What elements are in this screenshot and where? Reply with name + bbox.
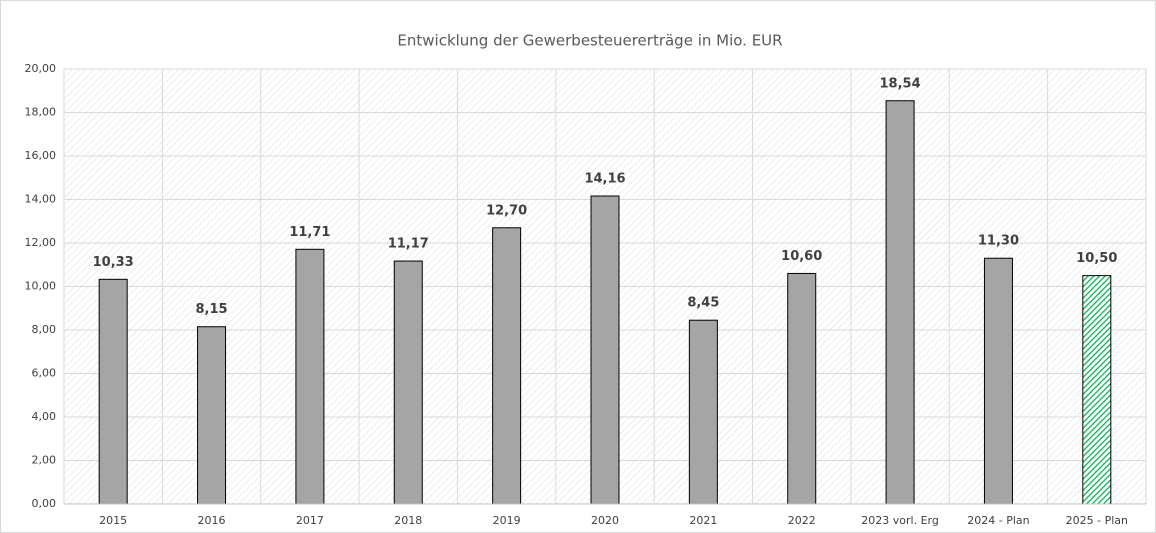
bar (393, 260, 423, 505)
bar (492, 227, 522, 505)
y-tick-label: 8,00 (32, 323, 57, 336)
y-tick-label: 2,00 (32, 454, 57, 467)
x-tick-label: 2015 (99, 514, 127, 527)
x-tick-label: 2019 (493, 514, 521, 527)
x-tick-label: 2020 (591, 514, 619, 527)
data-label: 12,70 (486, 203, 527, 218)
y-tick-label: 12,00 (25, 236, 57, 249)
bar (197, 326, 227, 505)
y-tick-label: 0,00 (32, 497, 57, 510)
x-tick-label: 2017 (296, 514, 324, 527)
bar (295, 248, 325, 505)
x-tick-label: 2016 (198, 514, 226, 527)
bar (1082, 275, 1112, 505)
y-tick-label: 16,00 (25, 149, 57, 162)
bar (688, 319, 718, 505)
bar (885, 100, 915, 505)
y-tick-label: 10,00 (25, 280, 57, 293)
y-tick-label: 6,00 (32, 367, 57, 380)
bar (983, 257, 1013, 505)
data-label: 11,30 (978, 234, 1019, 249)
x-tick-label: 2018 (394, 514, 422, 527)
data-label: 8,15 (196, 302, 228, 317)
data-label: 11,71 (289, 225, 330, 240)
x-tick-label: 2023 vorl. Erg (861, 514, 939, 527)
bar (590, 195, 620, 505)
y-tick-label: 18,00 (25, 106, 57, 119)
bar (98, 278, 128, 505)
data-label: 14,16 (584, 172, 625, 187)
data-label: 10,33 (93, 255, 134, 270)
chart-title: Entwicklung der Gewerbesteuererträge in … (397, 32, 782, 50)
data-label: 8,45 (687, 296, 719, 311)
data-label: 10,50 (1076, 251, 1117, 266)
x-tick-label: 2022 (788, 514, 816, 527)
x-tick-label: 2024 - Plan (967, 514, 1029, 527)
data-label: 18,54 (880, 76, 921, 91)
y-tick-label: 4,00 (32, 410, 57, 423)
x-tick-label: 2025 - Plan (1066, 514, 1128, 527)
y-tick-label: 20,00 (25, 62, 57, 75)
data-label: 11,17 (388, 237, 429, 252)
bar (787, 272, 817, 505)
y-tick-label: 14,00 (25, 193, 57, 206)
data-label: 10,60 (781, 249, 822, 264)
x-tick-label: 2021 (689, 514, 717, 527)
